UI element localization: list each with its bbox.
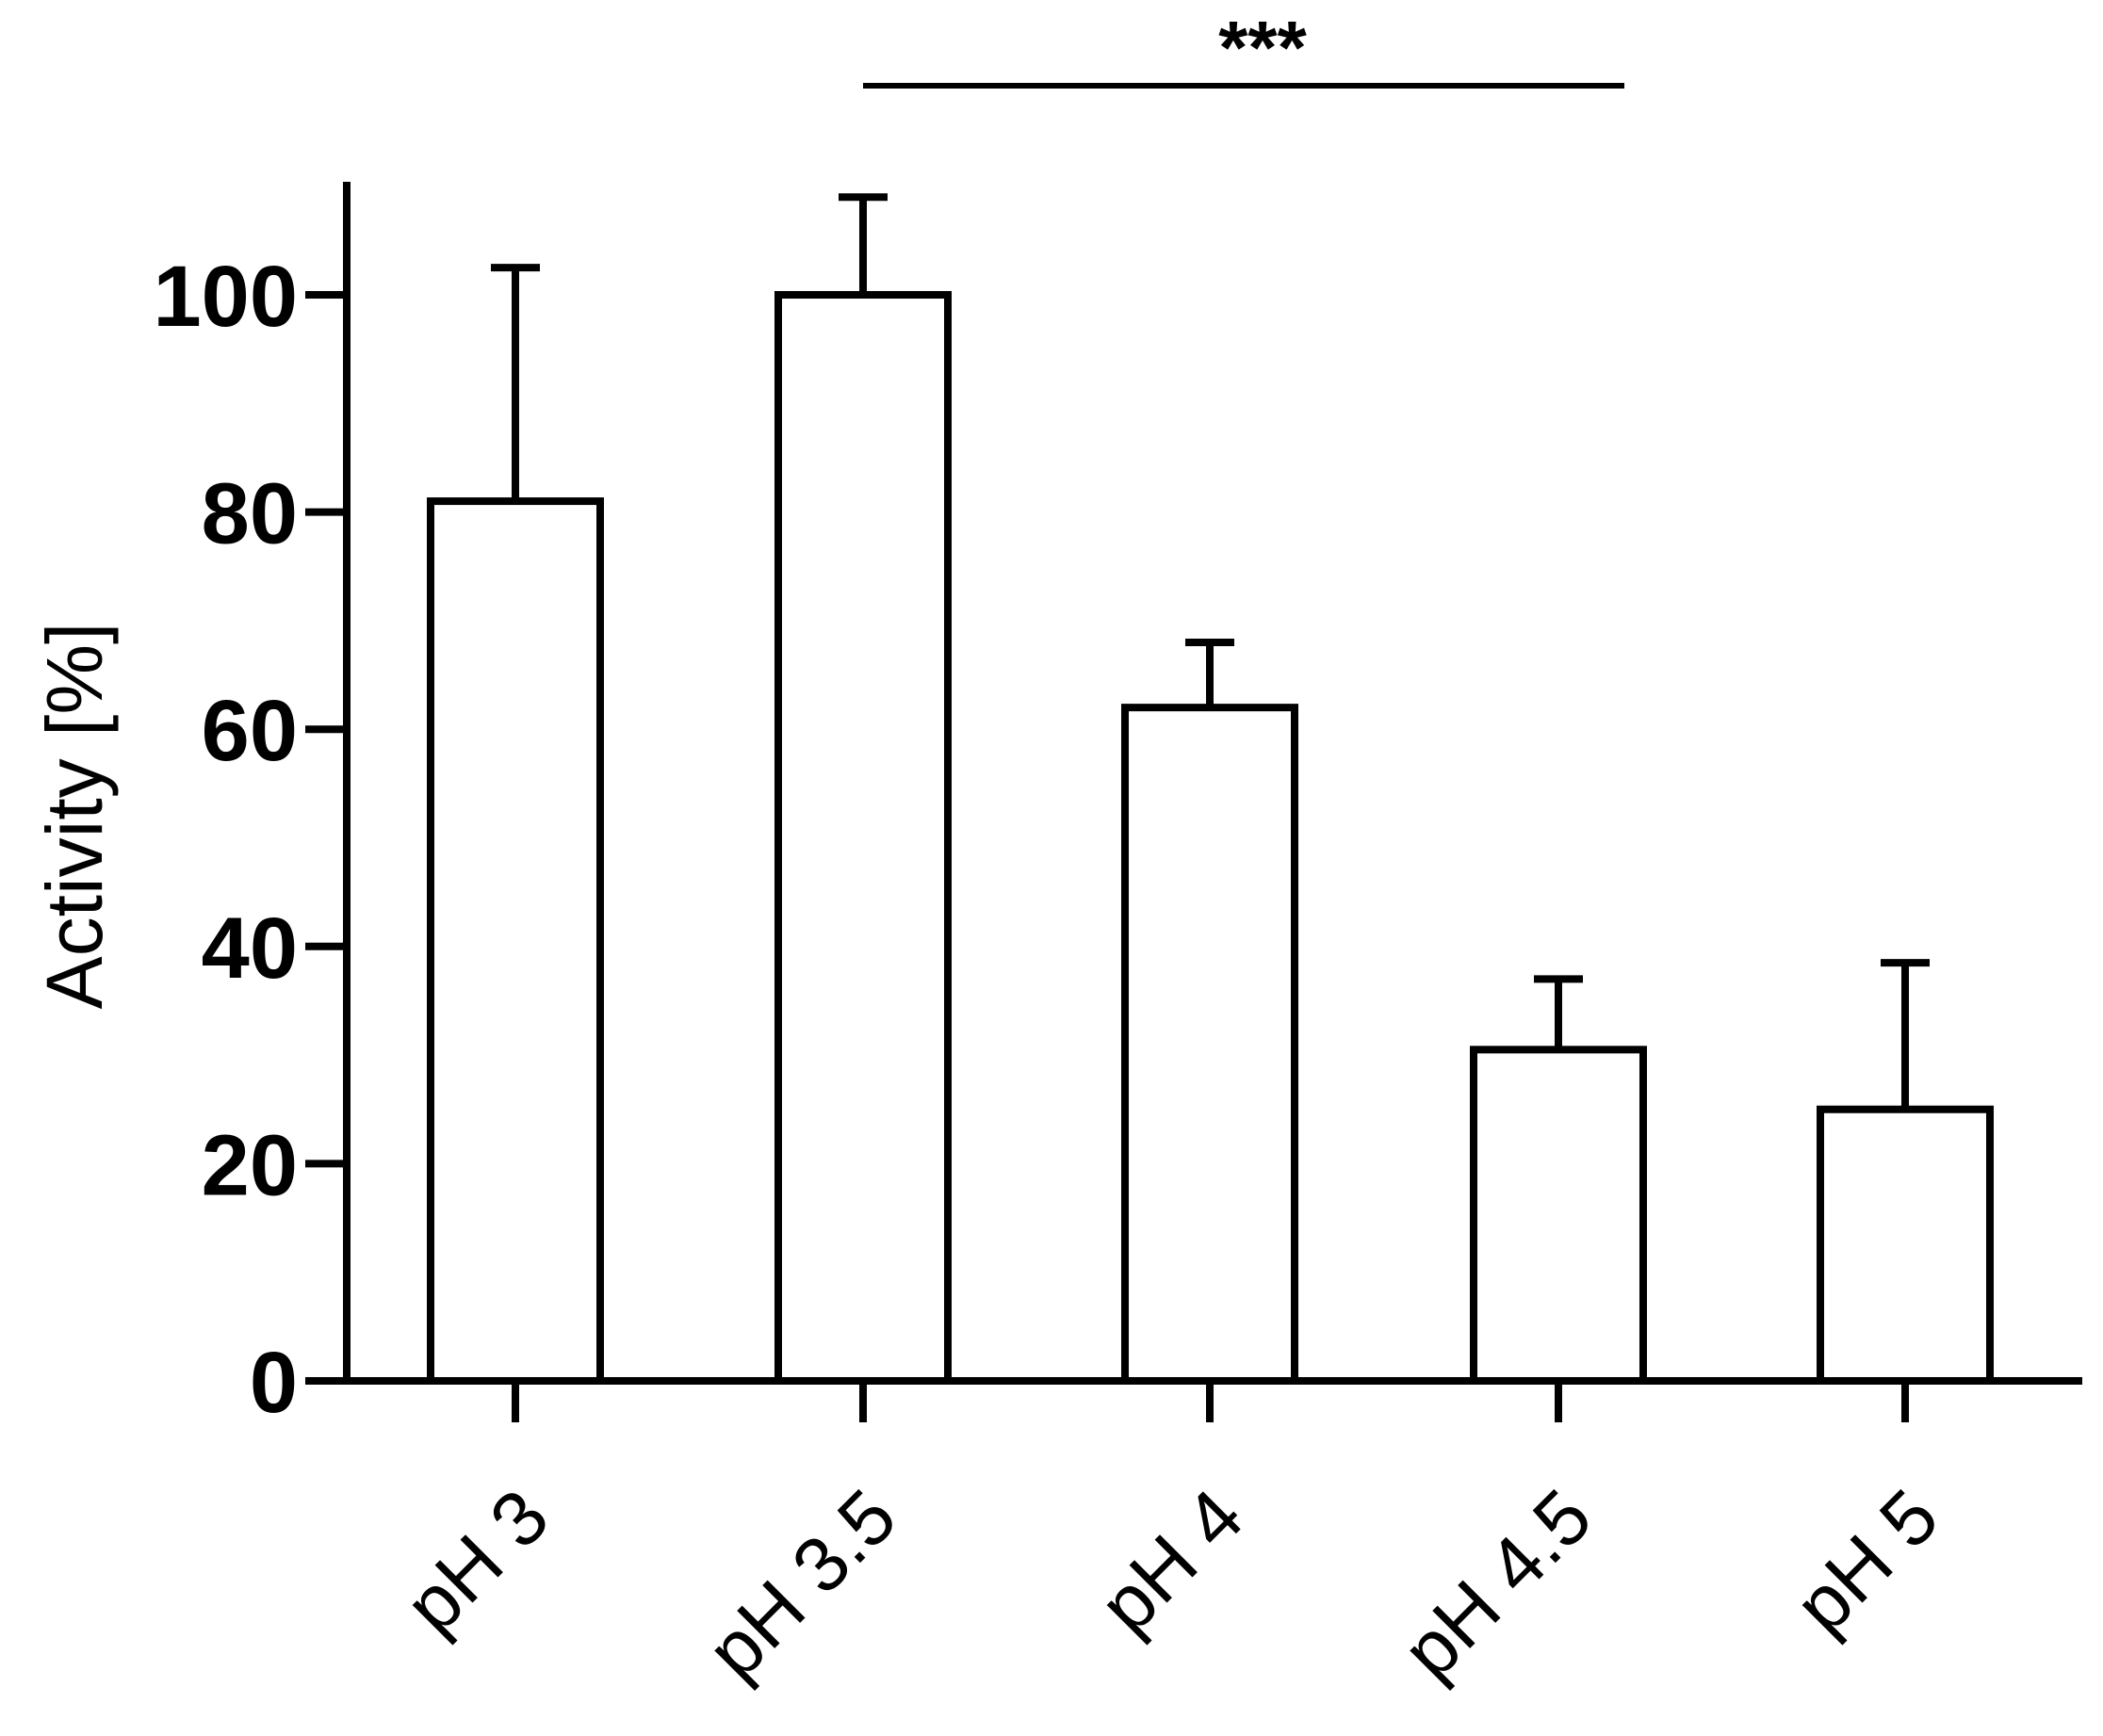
- y-tick-label: 100: [154, 249, 299, 345]
- y-axis-label: Activity [%]: [30, 623, 119, 1010]
- significance-label: ***: [1218, 6, 1307, 89]
- y-tick-label: 20: [202, 1117, 298, 1213]
- x-tick-label: pH 4.5: [1387, 1473, 1608, 1695]
- axes-layer: [305, 182, 2082, 1385]
- y-tick-label: 60: [202, 683, 298, 779]
- error-bars-layer: [491, 193, 1930, 1110]
- y-tick-label: 80: [202, 466, 298, 562]
- bar: [1817, 1105, 1994, 1385]
- bars-layer: [427, 291, 1994, 1385]
- bar: [1470, 1046, 1647, 1385]
- significance-annotation: ***: [863, 6, 1624, 89]
- y-tick-label: 40: [202, 900, 298, 997]
- x-tick-label: pH 3.5: [692, 1473, 913, 1695]
- y-ticks-layer: 0 20 40 60 80 100: [154, 249, 347, 1431]
- bar: [427, 497, 604, 1385]
- x-tick-label: pH 5: [1779, 1473, 1955, 1649]
- y-tick-label: 0: [250, 1335, 298, 1431]
- x-tick-label: pH 4: [1084, 1473, 1260, 1649]
- x-tick-label: pH 3: [389, 1473, 565, 1649]
- bar: [1121, 704, 1298, 1385]
- x-ticks-layer: pH 3 pH 3.5 pH 4 pH 4.5 pH 5: [389, 1381, 1955, 1695]
- bar: [774, 291, 952, 1385]
